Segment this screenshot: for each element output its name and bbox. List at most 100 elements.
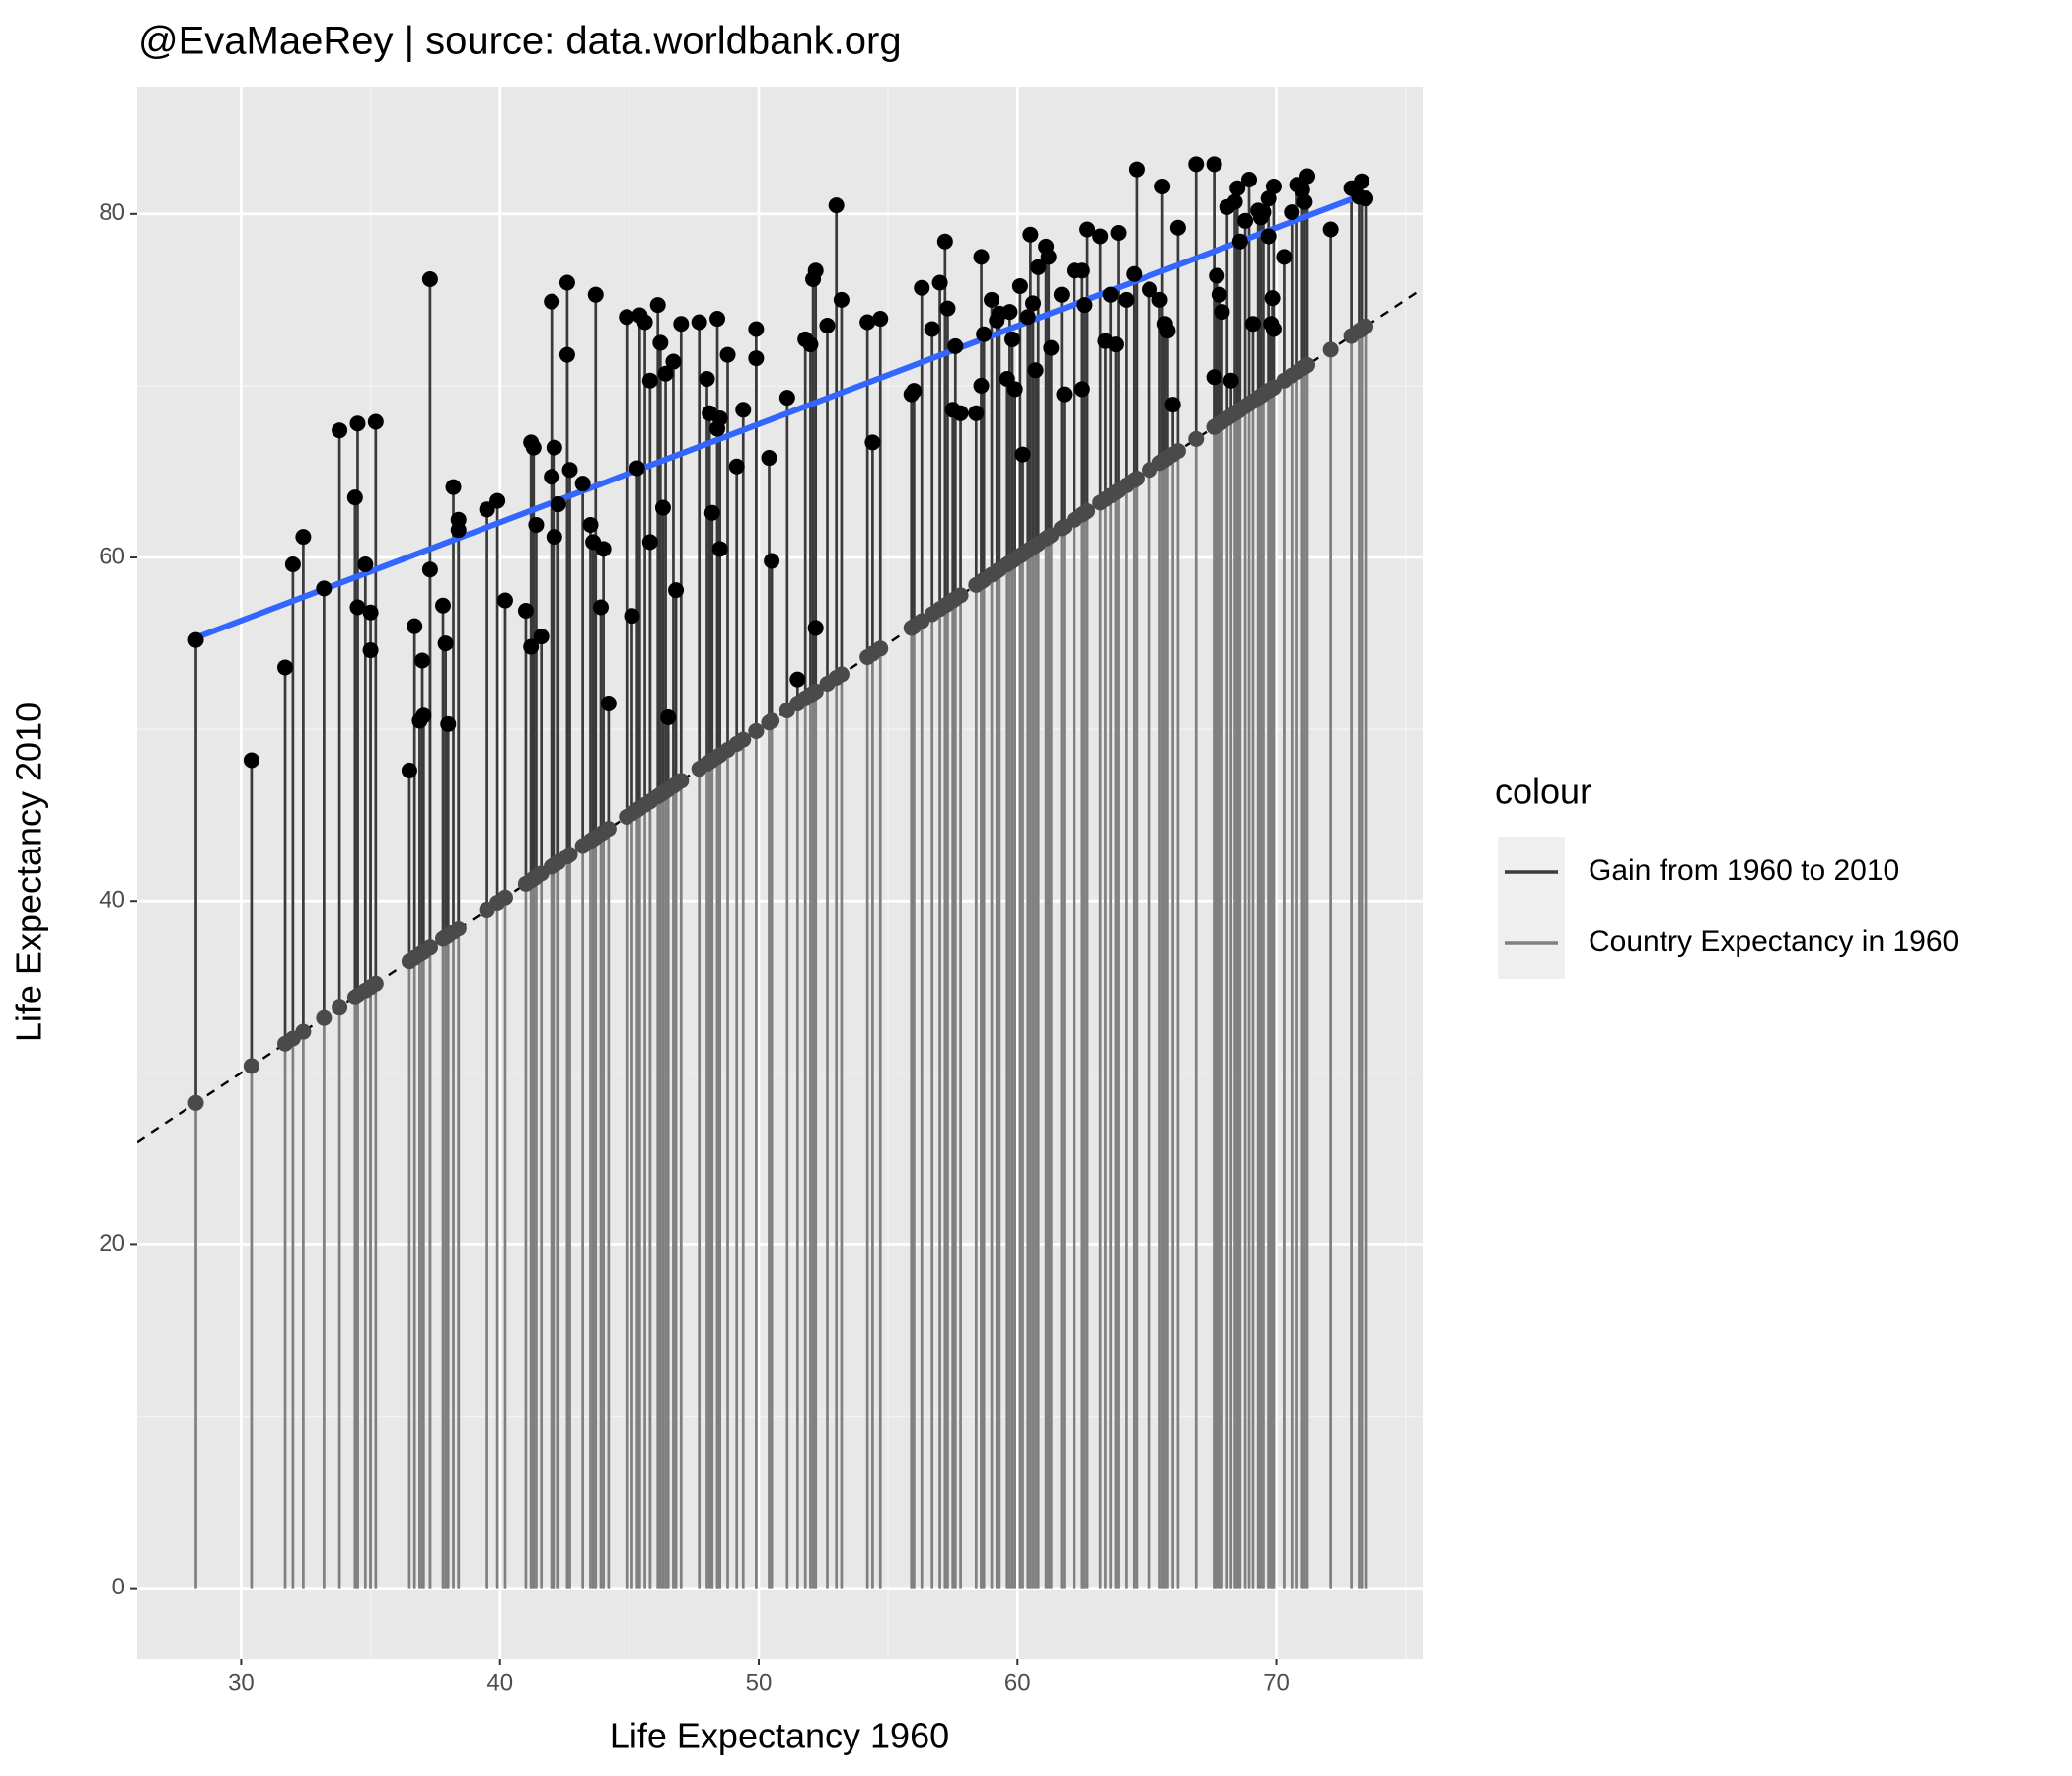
point — [1294, 182, 1310, 198]
point — [1126, 265, 1143, 282]
point — [1154, 178, 1171, 194]
point — [924, 321, 940, 337]
point — [819, 317, 836, 333]
point — [778, 390, 795, 407]
point — [1226, 193, 1243, 210]
point — [748, 350, 765, 367]
trend-line — [193, 190, 1369, 641]
point — [973, 249, 990, 265]
point — [629, 460, 645, 477]
point — [421, 561, 438, 578]
base-point — [496, 889, 513, 906]
data-layer — [137, 156, 1423, 1589]
point — [1214, 304, 1230, 321]
point — [728, 458, 745, 475]
point — [802, 336, 819, 353]
point — [407, 618, 423, 634]
point — [1079, 221, 1096, 238]
point — [1030, 259, 1047, 275]
point — [1027, 362, 1044, 379]
legend-title: colour — [1495, 772, 1591, 812]
point — [652, 334, 669, 351]
point — [1025, 295, 1042, 312]
point — [600, 696, 617, 712]
point — [1241, 172, 1258, 188]
point — [362, 604, 379, 621]
point — [699, 370, 715, 387]
legend: Gain from 1960 to 2010 Country Expectancy… — [1498, 837, 1959, 979]
base-point — [450, 921, 467, 937]
point — [624, 608, 640, 625]
point — [914, 279, 930, 296]
base-point — [1358, 318, 1374, 334]
point — [544, 469, 560, 485]
point — [435, 597, 452, 614]
point — [939, 300, 956, 317]
point — [1231, 233, 1248, 250]
point — [1128, 161, 1145, 178]
point — [1264, 290, 1281, 307]
x-axis-title: Life Expectancy 1960 — [610, 1716, 949, 1756]
point — [437, 635, 454, 652]
point — [1164, 397, 1181, 413]
y-tick-label: 0 — [112, 1574, 125, 1600]
base-point — [367, 975, 384, 992]
point — [641, 534, 658, 551]
x-tick-label: 70 — [1263, 1669, 1290, 1696]
base-point — [735, 731, 752, 748]
base-point — [807, 683, 824, 700]
point — [187, 631, 204, 648]
y-tick-label: 60 — [99, 543, 125, 569]
base-point — [872, 640, 889, 657]
base-point — [1322, 341, 1339, 358]
point — [1276, 249, 1293, 265]
point — [1296, 193, 1313, 210]
point — [864, 434, 881, 451]
y-tick-label: 20 — [99, 1230, 125, 1257]
point — [546, 439, 562, 456]
point — [906, 383, 923, 400]
point — [833, 291, 850, 308]
point — [1188, 156, 1205, 173]
point — [1222, 372, 1239, 389]
plot-layer — [137, 87, 1423, 1659]
point — [546, 529, 562, 546]
point — [1102, 286, 1119, 303]
point — [936, 233, 953, 250]
point — [1237, 212, 1254, 229]
point — [533, 629, 550, 645]
point — [1014, 446, 1031, 463]
plot-background — [137, 87, 1423, 1659]
point — [558, 346, 575, 363]
point — [668, 582, 685, 599]
point — [1142, 281, 1158, 298]
point — [660, 708, 677, 725]
point — [450, 522, 467, 539]
point — [1006, 381, 1023, 398]
point — [1299, 168, 1316, 185]
point — [1255, 204, 1272, 221]
point — [367, 413, 384, 430]
point — [761, 450, 777, 467]
point — [1004, 331, 1021, 347]
base-point — [600, 821, 617, 838]
point — [807, 620, 824, 636]
point — [561, 462, 578, 479]
point — [1260, 228, 1277, 245]
y-tick-label: 40 — [99, 887, 125, 914]
point — [641, 372, 658, 389]
point — [1001, 304, 1018, 321]
point — [636, 314, 653, 331]
point — [489, 492, 506, 509]
point — [414, 652, 431, 669]
point — [1110, 224, 1127, 241]
point — [1073, 262, 1090, 279]
point — [587, 286, 604, 303]
point — [1169, 219, 1186, 236]
point — [595, 541, 612, 557]
point — [1265, 178, 1282, 194]
legend-label: Country Expectancy in 1960 — [1589, 925, 1959, 958]
base-point — [561, 847, 578, 863]
point — [1019, 309, 1036, 326]
base-point — [764, 712, 780, 729]
